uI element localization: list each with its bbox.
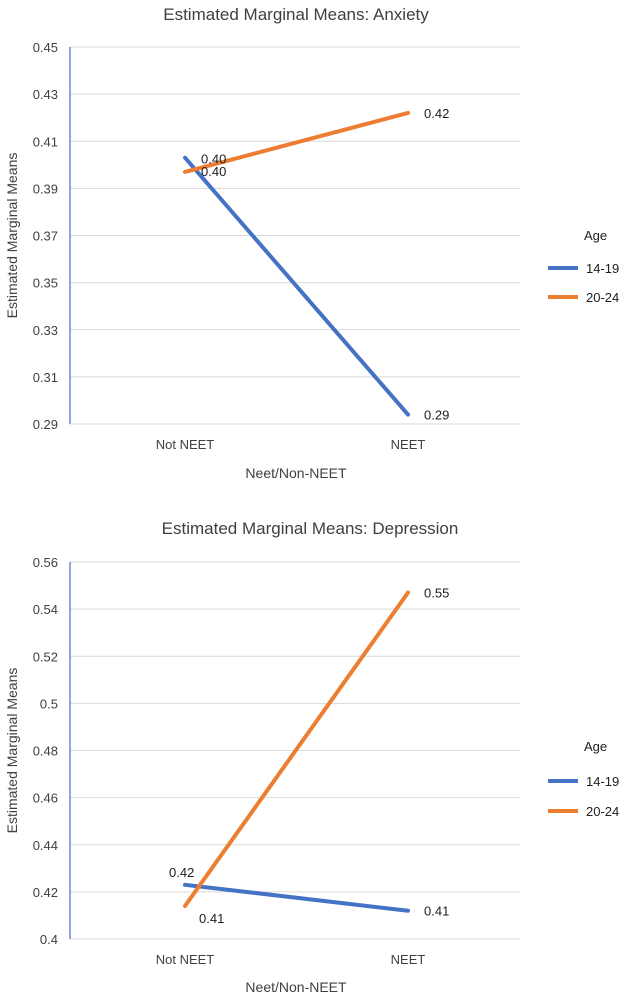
y-tick-label: 0.46 (33, 791, 58, 806)
x-axis-title: Neet/Non-NEET (245, 465, 347, 481)
y-tick-label: 0.31 (33, 370, 58, 385)
x-tick-label: NEET (391, 952, 426, 967)
y-tick-label: 0.52 (33, 649, 58, 664)
y-tick-label: 0.42 (33, 885, 58, 900)
legend-label: 14-19 (586, 774, 619, 789)
legend-label: 20-24 (586, 804, 619, 819)
legend-title: Age (584, 739, 607, 754)
y-tick-label: 0.56 (33, 555, 58, 570)
legend-label: 14-19 (586, 261, 619, 276)
y-tick-label: 0.5 (40, 696, 58, 711)
data-label: 0.40 (201, 164, 226, 179)
data-label: 0.41 (199, 911, 224, 926)
series-line-20-24 (183, 590, 410, 909)
legend-label: 20-24 (586, 290, 619, 305)
x-tick-label: Not NEET (156, 437, 215, 452)
series-line-14-19 (183, 882, 410, 913)
x-axis-title: Neet/Non-NEET (245, 979, 347, 995)
series-line-20-24 (183, 110, 410, 174)
x-tick-label: NEET (391, 437, 426, 452)
data-label: 0.55 (424, 586, 449, 601)
y-tick-label: 0.48 (33, 744, 58, 759)
y-axis-title: Estimated Marginal Means (4, 668, 20, 834)
data-label: 0.29 (424, 408, 449, 423)
y-tick-label: 0.43 (33, 87, 58, 102)
y-axis-title: Estimated Marginal Means (4, 153, 20, 319)
legend-title: Age (584, 228, 607, 243)
y-tick-label: 0.29 (33, 417, 58, 432)
data-label: 0.41 (424, 904, 449, 919)
y-tick-label: 0.45 (33, 40, 58, 55)
data-label: 0.42 (169, 865, 194, 880)
y-tick-label: 0.39 (33, 181, 58, 196)
y-tick-label: 0.33 (33, 323, 58, 338)
y-tick-label: 0.37 (33, 229, 58, 244)
data-label: 0.40 (201, 152, 226, 167)
y-tick-label: 0.35 (33, 276, 58, 291)
chart-title: Estimated Marginal Means: Depression (162, 519, 459, 538)
y-tick-label: 0.54 (33, 602, 58, 617)
y-tick-label: 0.41 (33, 134, 58, 149)
data-label: 0.42 (424, 106, 449, 121)
series-line-14-19 (183, 155, 410, 417)
y-tick-label: 0.4 (40, 932, 58, 947)
y-tick-label: 0.44 (33, 838, 58, 853)
x-tick-label: Not NEET (156, 952, 215, 967)
chart-title: Estimated Marginal Means: Anxiety (163, 5, 429, 24)
